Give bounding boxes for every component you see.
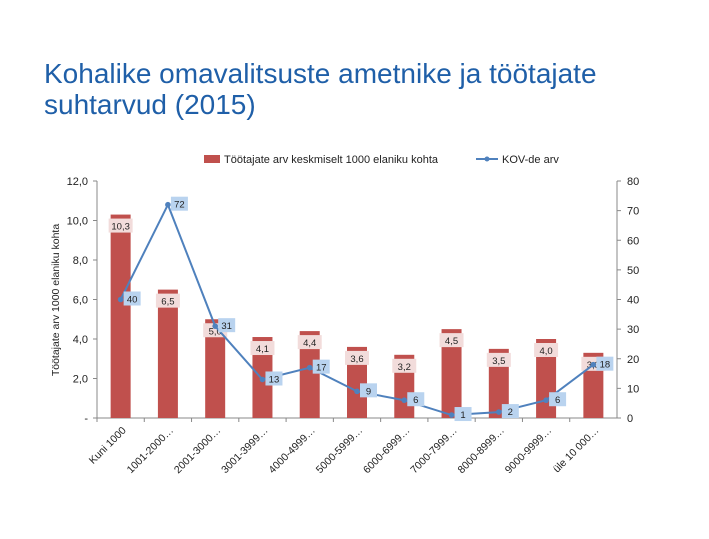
line-point <box>117 296 124 303</box>
bar-data-label: 3,5 <box>492 356 505 367</box>
line-data-label: 9 <box>366 386 371 397</box>
x-tick-label: 4000-4999… <box>266 425 317 476</box>
line-point <box>590 361 597 368</box>
x-tick-label: 3001-3999… <box>219 425 270 476</box>
legend-line-label: KOV-de arv <box>502 154 559 166</box>
bar-data-label: 5,0 <box>209 326 222 337</box>
bar-data-label: 4,0 <box>539 346 552 357</box>
line-label-bg <box>407 392 425 407</box>
bar-data-label: 6,5 <box>161 297 174 308</box>
line-point <box>448 412 455 418</box>
y-tick-label-right: 50 <box>627 265 639 277</box>
bar <box>299 331 320 418</box>
line-point <box>543 397 549 404</box>
line-label-bg <box>454 407 472 422</box>
y-tick-label-left: 10,0 <box>67 216 88 228</box>
bar-label-bg <box>534 343 559 357</box>
line-label-bg <box>123 291 141 306</box>
y-tick-label-right: 40 <box>627 295 639 307</box>
bar-data-label: 3,6 <box>350 354 363 365</box>
line-point <box>354 388 360 395</box>
x-tick-label: Kuni 1000 <box>87 425 129 467</box>
bar-data-label: 4,1 <box>256 344 269 355</box>
bar <box>157 289 178 418</box>
line-point <box>165 201 171 208</box>
y-tick-label-left: 8,0 <box>73 255 88 267</box>
x-tick-label: 7000-7999… <box>408 425 459 476</box>
y-tick-label-left: 6,0 <box>73 295 88 307</box>
bar-data-label: 10,3 <box>111 222 130 233</box>
bar <box>110 214 131 418</box>
x-tick-label: 2001-3000… <box>172 425 223 476</box>
line-point <box>212 323 218 329</box>
y-tick-label-left: - <box>84 413 88 425</box>
line-data-label: 18 <box>600 360 611 371</box>
line-label-bg <box>596 356 614 371</box>
line-label-bg <box>170 196 188 211</box>
bar-data-label: 3,2 <box>398 362 411 373</box>
bar-label-bg <box>486 352 511 367</box>
y-tick-label-right: 70 <box>627 206 639 218</box>
line-point <box>401 397 408 404</box>
x-tick-label: üle 10 000… <box>551 425 602 476</box>
bar-label-bg <box>155 293 180 308</box>
y-tick-label-right: 30 <box>627 324 639 336</box>
line-data-label: 2 <box>508 407 513 418</box>
line-label-bg <box>501 404 519 419</box>
bar-label-bg <box>345 350 369 365</box>
y-tick-label-right: 20 <box>627 354 639 366</box>
y-tick-label-left: 12,0 <box>67 176 88 188</box>
page-title: Kohalike omavalitsuste ametnike ja tööta… <box>44 58 597 120</box>
line-label-bg <box>312 359 330 374</box>
legend-bar-swatch <box>204 155 220 163</box>
line-label-bg <box>218 318 236 333</box>
x-tick-label: 8000-8999… <box>456 425 507 476</box>
line-data-label: 40 <box>127 295 138 306</box>
x-tick-label: 6000-6999… <box>361 425 412 476</box>
bar-data-label: 4,5 <box>445 336 458 347</box>
line-data-label: 6 <box>413 395 418 406</box>
line-point <box>306 364 313 371</box>
y-tick-label-right: 0 <box>627 413 633 425</box>
bar <box>441 329 462 418</box>
axes-group: - 2,0 4,0 6,0 8,0 10,0 12,0 0 10 20 30 40 50 60 70 80 Ku… <box>67 176 640 476</box>
bar-label-bg <box>297 335 322 350</box>
x-tick-label: 1001-2000… <box>125 425 176 476</box>
line-label-bg <box>265 371 283 386</box>
legend-line-marker <box>484 156 490 162</box>
y-tick-label-right: 10 <box>627 383 639 395</box>
y-tick-label-right: 60 <box>627 235 639 247</box>
chart-legend: Töötajate arv keskmiselt 1000 elaniku ko… <box>204 154 559 166</box>
line-point <box>259 376 266 383</box>
bar-data-label: 4,4 <box>303 338 316 349</box>
y-axis-title: Töötajate arv 1000 elaniku kohta <box>50 224 62 377</box>
bar <box>205 319 226 418</box>
line-point <box>496 409 502 415</box>
legend-bar-label: Töötajate arv keskmiselt 1000 elaniku ko… <box>224 154 439 166</box>
line-group: 40 72 31 13 17 9 6 1 2 6 18 <box>117 196 614 422</box>
line-data-label: 31 <box>221 321 232 332</box>
bar-label-bg <box>250 341 275 356</box>
line-label-bg <box>549 392 567 407</box>
x-tick-label: 9000-9999… <box>503 425 554 476</box>
y-tick-label-right: 80 <box>627 176 639 188</box>
x-tick-label: 5000-5999… <box>314 425 365 476</box>
y-tick-label-left: 4,0 <box>73 334 88 346</box>
line-data-label: 72 <box>174 200 185 211</box>
bar-label-bg <box>392 358 417 373</box>
line-data-label: 13 <box>269 374 280 385</box>
line-data-label: 6 <box>555 395 560 406</box>
line-data-label: 1 <box>460 410 465 421</box>
bar-label-bg <box>108 218 133 233</box>
line-data-label: 17 <box>316 363 327 374</box>
line-label-bg <box>360 383 377 398</box>
bar-label-bg <box>439 333 464 348</box>
y-tick-label-left: 2,0 <box>73 374 88 386</box>
